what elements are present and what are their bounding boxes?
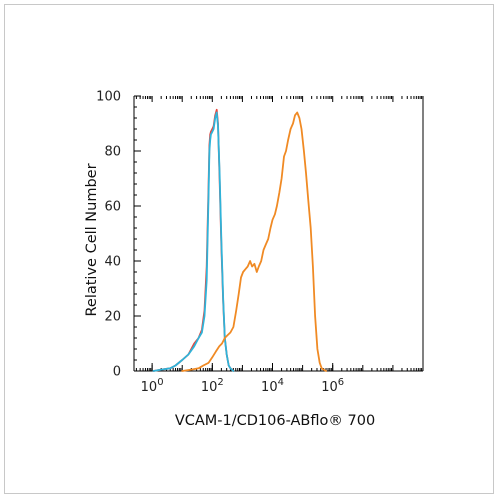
y-tick-label: 60 (104, 200, 121, 215)
figure-frame (4, 4, 494, 494)
x-axis: 100 102 104 106 (135, 96, 423, 395)
x-tick-exponent: 2 (217, 377, 223, 388)
x-tick-base: 10 (141, 380, 158, 395)
y-tick-label: 40 (104, 255, 121, 270)
x-tick-exponent: 4 (278, 377, 284, 388)
y-axis: 0 20 40 60 80 100 (96, 90, 141, 380)
x-tick-base: 10 (321, 380, 338, 395)
x-tick-label: 100 (141, 377, 164, 395)
x-tick-base: 10 (201, 380, 218, 395)
series-line-2 (152, 111, 235, 372)
series-line-3 (181, 111, 327, 372)
x-tick-exponent: 0 (157, 377, 163, 388)
y-tick-label: 80 (104, 145, 121, 160)
x-axis-title: VCAM-1/CD106-ABflo® 700 (175, 413, 375, 429)
series-group (152, 108, 327, 372)
x-tick-base: 10 (261, 380, 278, 395)
y-tick-label: 100 (96, 90, 121, 105)
y-tick-label: 0 (113, 365, 121, 380)
y-axis-title: Relative Cell Number (84, 163, 100, 316)
x-tick-label: 104 (261, 377, 284, 395)
x-tick-label: 102 (201, 377, 224, 395)
plot-frame (133, 96, 424, 372)
y-tick-label: 20 (104, 310, 121, 325)
x-tick-label: 106 (321, 377, 344, 395)
x-tick-exponent: 6 (338, 377, 344, 388)
